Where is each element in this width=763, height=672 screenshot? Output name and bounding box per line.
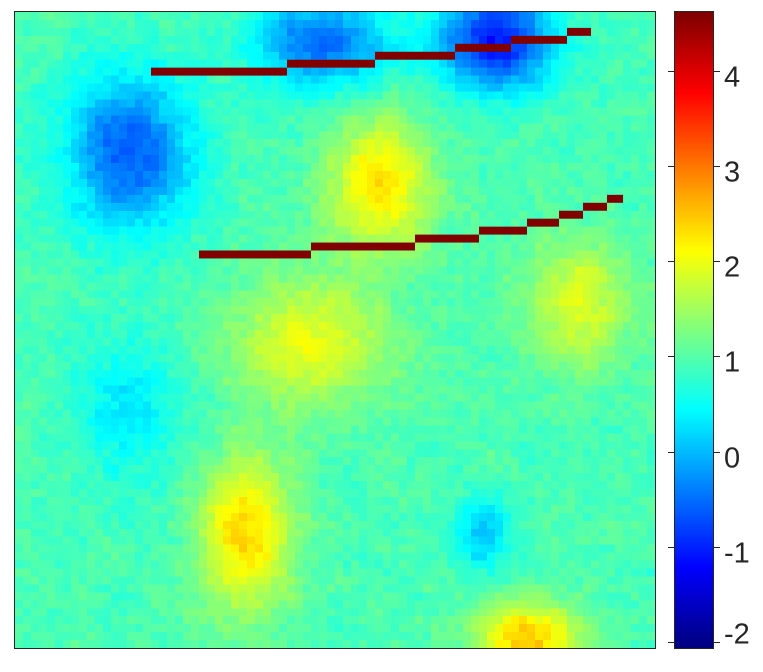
overlay-line-2-segment	[583, 202, 607, 211]
overlay-line-1-segment	[567, 27, 591, 36]
colorbar-tick	[714, 642, 720, 643]
heatmap-plot	[14, 11, 656, 649]
colorbar-axis: 4 3 2 1 0 -1 -2	[668, 11, 763, 651]
overlay-line-1-segment	[511, 35, 567, 44]
colorbar-tick	[714, 546, 720, 548]
colorbar-tick-label: 1	[724, 346, 741, 379]
overlay-line-2-segment	[479, 226, 527, 235]
colorbar-tick-inner	[668, 642, 674, 643]
colorbar-tick	[714, 451, 720, 453]
colorbar-tick-label: 3	[724, 156, 741, 189]
overlay-line-2-segment	[199, 250, 311, 259]
colorbar-tick-label: -2	[724, 618, 750, 651]
colorbar-tick	[714, 165, 720, 167]
colorbar-tick	[714, 70, 720, 72]
colorbar-tick-inner	[668, 451, 674, 453]
overlay-line-2-segment	[607, 194, 623, 203]
colorbar-tick	[714, 356, 720, 358]
colorbar-tick-inner	[668, 70, 674, 72]
colorbar-tick-inner	[668, 356, 674, 358]
overlay-line-1-segment	[151, 67, 287, 76]
colorbar-tick-inner	[668, 546, 674, 548]
overlay-line-1-segment	[287, 59, 375, 68]
colorbar-tick-inner	[668, 165, 674, 167]
colorbar-tick-label: 2	[724, 251, 741, 284]
overlay-line-2-segment	[311, 242, 415, 251]
colorbar-tick	[714, 261, 720, 263]
overlay-line-2-segment	[559, 210, 583, 219]
colorbar-tick-label: -1	[724, 537, 750, 570]
colorbar-tick-label: 0	[724, 442, 741, 475]
heatmap-image	[15, 12, 655, 648]
colorbar	[674, 11, 714, 649]
overlay-line-2-segment	[527, 218, 559, 227]
overlay-lines	[151, 27, 623, 259]
colorbar-tick-label: 4	[724, 61, 741, 94]
overlay-line-2-segment	[415, 234, 479, 243]
colorbar-tick-inner	[668, 261, 674, 263]
overlay-line-1-segment	[375, 51, 455, 60]
overlay-line-1-segment	[455, 43, 511, 52]
